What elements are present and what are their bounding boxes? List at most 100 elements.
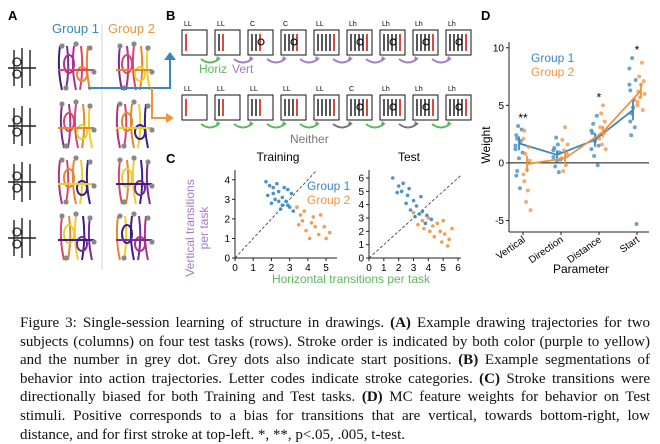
y-tick-label: 2 <box>358 227 364 238</box>
scatter-point <box>309 221 314 225</box>
scatter-point <box>273 197 277 202</box>
transition-arrow <box>332 123 352 129</box>
transition-arrow <box>200 58 220 64</box>
y-tick-label: 3 <box>224 195 230 206</box>
scatter-point <box>390 176 395 180</box>
scatter-point <box>431 224 435 228</box>
scatter-point <box>417 212 422 216</box>
x-tick-label: 5 <box>323 263 329 274</box>
y-tick-label: 4 <box>224 175 230 186</box>
y-tick-label: 6 <box>358 174 364 185</box>
caption-c-label: (C) <box>479 370 500 387</box>
weight-point <box>551 148 556 153</box>
weight-point <box>589 147 594 152</box>
identity-line <box>234 169 318 259</box>
panel-d-weights: Weight Parameter Group 1 Group 2 -5 0 5 10 V… <box>479 42 649 276</box>
stimulus-glyph <box>8 48 36 88</box>
d-legend-group1: Group 1 <box>531 51 575 65</box>
x-tick-label: Vertical <box>495 234 528 262</box>
weight-point <box>523 151 528 156</box>
scatter-point <box>304 228 308 233</box>
scatter-point <box>413 214 417 219</box>
panel-c-transitions: Vertical transitions per task Training T… <box>183 150 462 286</box>
scatter-point <box>269 201 274 206</box>
scatter-point <box>282 185 286 190</box>
weight-point <box>521 172 526 177</box>
arrow-to-row2 <box>151 88 170 119</box>
transition-arrow <box>200 123 220 129</box>
weight-point <box>599 111 604 116</box>
scatter-point <box>428 229 432 234</box>
transition-arrow <box>233 123 253 129</box>
significance-marker: * <box>597 90 602 104</box>
scatter-point <box>447 237 451 242</box>
y-tick-label: 5 <box>498 101 504 112</box>
weight-point <box>562 148 567 153</box>
x-tick-label: 3 <box>287 263 293 274</box>
weight-point <box>628 119 633 124</box>
stroke-code: Lh <box>349 21 357 28</box>
drawing-group1 <box>58 211 97 261</box>
x-tick-label: 4 <box>305 263 311 274</box>
weight-point <box>513 147 518 152</box>
caption-a-text: Example drawing trajectories for two sub… <box>20 315 651 369</box>
scatter-point <box>408 208 413 212</box>
weight-point <box>554 135 559 140</box>
weight-point <box>642 91 647 96</box>
scatter-point <box>439 240 444 244</box>
weight-point <box>633 78 638 82</box>
scatter-point <box>322 224 327 229</box>
y-tick-label: -5 <box>495 216 504 227</box>
arrow-to-row1 <box>88 56 171 89</box>
x-tick-label: 3 <box>411 263 417 274</box>
significance-marker: * <box>635 43 640 57</box>
weight-point <box>515 168 520 173</box>
weight-point <box>551 155 556 160</box>
scatter-point <box>271 191 276 196</box>
y-tick-label: 10 <box>493 43 505 54</box>
group1-label: Group 1 <box>52 21 99 36</box>
stimulus-glyph <box>8 162 36 202</box>
scatter-point <box>442 232 447 236</box>
scatter-point <box>426 216 431 220</box>
weight-point <box>556 170 561 175</box>
stroke-code: Lh <box>415 21 423 28</box>
weight-point <box>522 179 527 184</box>
scatter-point <box>271 185 276 190</box>
scatter-point <box>275 181 279 186</box>
weight-point <box>603 147 608 152</box>
weight-point <box>527 158 532 163</box>
caption-title: Single-session learning of structure in … <box>82 315 385 331</box>
scatter-point <box>278 207 283 211</box>
y-tick-label: 0 <box>498 158 504 169</box>
scatter-point <box>407 186 411 191</box>
scatter-point <box>313 224 317 229</box>
stroke-code: C <box>349 86 354 93</box>
weight-point <box>521 136 526 141</box>
weight-point <box>632 125 637 130</box>
scatter-point <box>435 221 440 226</box>
stroke-code: LL <box>217 21 225 28</box>
stimulus-glyph <box>8 218 36 258</box>
x-tick-label: 1 <box>250 263 256 274</box>
scatter-point <box>324 236 328 241</box>
scatter-point <box>399 189 404 194</box>
scatter-point <box>286 187 290 192</box>
d-xlabel: Parameter <box>553 262 609 276</box>
weight-point <box>600 142 605 147</box>
y-tick-label: 2 <box>224 214 230 225</box>
drawing-group2 <box>116 155 155 205</box>
scatter-point <box>395 190 399 195</box>
c-training-title: Training <box>257 150 300 164</box>
weight-point <box>641 79 646 84</box>
scatter-point <box>316 232 321 237</box>
weight-point <box>627 82 632 87</box>
stroke-code: LL <box>316 86 324 93</box>
x-tick-label: 6 <box>455 263 461 274</box>
y-tick-label: 0 <box>358 254 364 265</box>
panel-label-c: C <box>166 151 176 166</box>
weight-point <box>553 164 558 169</box>
y-tick-label: 1 <box>358 240 364 251</box>
weight-point <box>528 208 533 213</box>
weight-point <box>635 99 640 104</box>
